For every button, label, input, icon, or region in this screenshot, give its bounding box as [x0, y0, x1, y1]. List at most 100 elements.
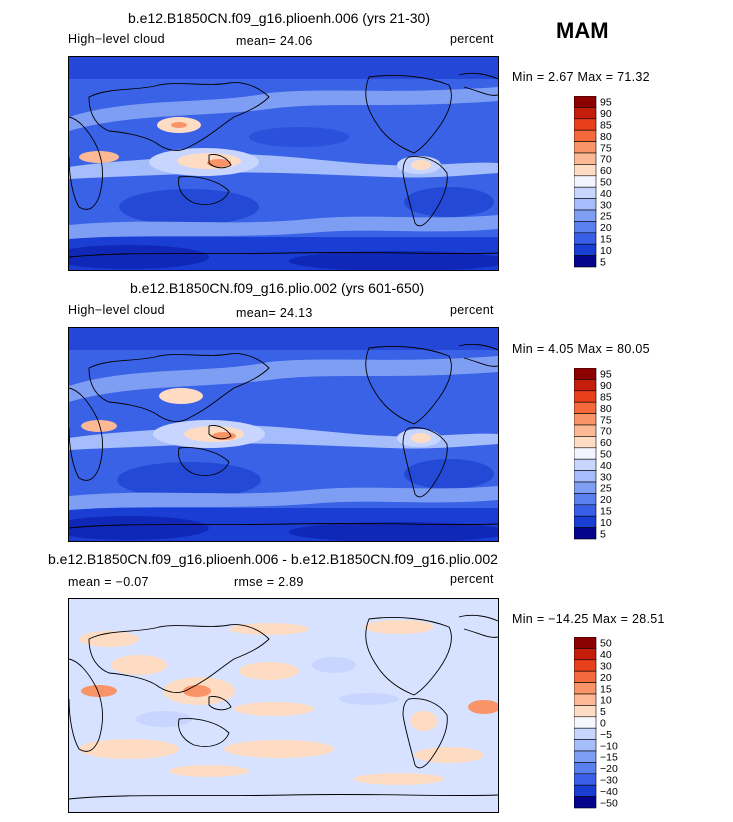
map-2-north-storm-track [69, 356, 498, 402]
map-3-patch-l [468, 700, 498, 714]
map-2-south-pac-dry [117, 462, 261, 498]
map-1-arctic-band [69, 57, 498, 79]
colorbar-3-swatch [573, 693, 597, 706]
map-1-south-storm-track [69, 215, 498, 239]
colorbar-3-swatch [573, 773, 597, 786]
map-3-patch-j [234, 702, 314, 716]
map-1-coastlines [69, 72, 498, 258]
map-3-patch-b [229, 623, 309, 635]
colorbar-1-swatch [573, 198, 597, 211]
colorbar-1-label: 90 [600, 108, 612, 120]
colorbar-1-swatch [573, 107, 597, 120]
colorbar-1-swatch [573, 186, 597, 199]
colorbar-3-label: −15 [600, 752, 618, 764]
panel-2-title: b.e12.B1850CN.f09_g16.plio.002 (yrs 601-… [130, 280, 425, 296]
colorbar-3-swatch [573, 659, 597, 672]
colorbar-1-label: 20 [600, 222, 612, 234]
colorbar-1-swatch [573, 141, 597, 154]
colorbar-1-label: 40 [600, 188, 612, 200]
map-2-antarctica-dark-2 [289, 522, 498, 541]
colorbar-2-label: 60 [600, 437, 612, 449]
colorbar-1-swatch [573, 221, 597, 234]
map-3-patch-g-max [183, 685, 211, 697]
map-1-tibet-max [171, 122, 187, 128]
colorbar-2-label: 30 [600, 471, 612, 483]
panel-1-minmax: Min = 2.67 Max = 71.32 [512, 70, 650, 84]
panel-1-units-label: percent [450, 32, 494, 46]
colorbar-2-label: 75 [600, 414, 612, 426]
colorbar-1-swatch [573, 243, 597, 256]
panel-2-mean-label: mean= 24.13 [236, 306, 313, 320]
map-3-patch-a [79, 631, 139, 647]
map-1-south-pac-dry [119, 189, 259, 225]
panel-3-units-label: percent [450, 572, 494, 586]
colorbar-2-label: 80 [600, 403, 612, 415]
panel-1-variable-label: High−level cloud [68, 32, 165, 46]
map-3-patch-h [81, 685, 117, 697]
map-2-arctic-band [69, 328, 498, 350]
panel-3-map-svg [69, 599, 498, 812]
map-1-antarctica-dark-2 [289, 251, 498, 270]
colorbar-3-swatch [573, 727, 597, 740]
map-2-tibet-warm [159, 388, 203, 404]
map-1-antarctica-dark [69, 245, 209, 269]
map-3-patch-p [414, 747, 484, 763]
map-2-africa-warm [81, 420, 117, 432]
map-3-patch-i [136, 711, 192, 727]
map-3-patch-n [79, 739, 179, 759]
colorbar-3-label: 20 [600, 672, 612, 684]
colorbar-3-label: 0 [600, 718, 606, 730]
map-1-north-storm-track [69, 87, 498, 131]
colorbar-3-swatch [573, 682, 597, 695]
colorbar-3-label: −50 [600, 797, 618, 809]
map-3-patch-o [224, 740, 334, 758]
season-label: MAM [556, 18, 609, 43]
colorbar-2-swatch [573, 401, 597, 414]
colorbar-1-swatch [573, 129, 597, 142]
colorbar-2-swatch [573, 390, 597, 403]
panel-1-title: b.e12.B1850CN.f09_g16.plioenh.006 (yrs 2… [128, 10, 430, 26]
colorbar-2-swatch [573, 424, 597, 437]
colorbar-3-label: 40 [600, 649, 612, 661]
colorbar-2-label: 70 [600, 426, 612, 438]
colorbar-2-label: 10 [600, 517, 612, 529]
colorbar-1-label: 30 [600, 199, 612, 211]
colorbar-2-swatch [573, 447, 597, 460]
colorbar-3-label: 10 [600, 695, 612, 707]
map-1-north-pac-dry [249, 127, 349, 147]
colorbar-2-swatch [573, 458, 597, 471]
colorbar-1-label: 95 [600, 97, 612, 109]
colorbar-1-swatch [573, 232, 597, 245]
colorbar-3-swatch [573, 784, 597, 797]
colorbar-2-label: 85 [600, 392, 612, 404]
colorbar-3-swatch [573, 648, 597, 661]
colorbar-1-label: 70 [600, 154, 612, 166]
colorbar-1-swatch [573, 209, 597, 222]
colorbar-3-label: 50 [600, 638, 612, 650]
colorbar-2-swatch [573, 413, 597, 426]
panel-3-map [68, 598, 499, 813]
map-3-coastlines [69, 614, 498, 800]
colorbar-1-label: 75 [600, 142, 612, 154]
map-2-amazon [411, 433, 431, 443]
colorbar-2-label: 90 [600, 380, 612, 392]
panel-1-map [68, 56, 499, 271]
map-3-patch-m [410, 711, 438, 731]
colorbar-2-swatch [573, 493, 597, 506]
colorbar-2-label: 40 [600, 460, 612, 472]
colorbar-2-label: 20 [600, 494, 612, 506]
colorbar-3-label: −10 [600, 740, 618, 752]
colorbar-3-label: 30 [600, 661, 612, 673]
colorbar-3-label: −30 [600, 775, 618, 787]
panel-2-colorbar: 95 90 85 80 75 70 60 50 40 30 25 20 15 10 5 [573, 367, 634, 545]
colorbar-3-label: −40 [600, 786, 618, 798]
panel-2-map [68, 327, 499, 542]
map-3-patch-r [354, 773, 444, 785]
colorbar-1-swatch [573, 255, 597, 268]
colorbar-1-label: 25 [600, 211, 612, 223]
colorbar-2-swatch [573, 527, 597, 540]
panel-3-colorbar: 50 40 30 20 15 10 5 0 −5 −10 −15 −20 −30 −40 −50 [573, 636, 634, 814]
map-3-patch-q [169, 765, 249, 777]
